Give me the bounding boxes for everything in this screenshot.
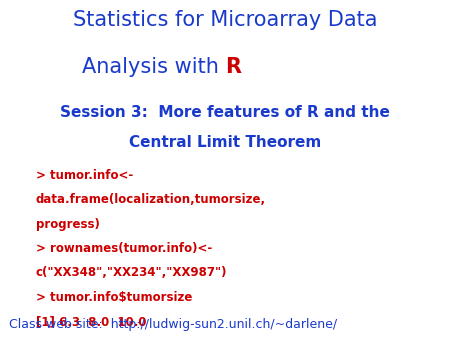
Text: [1] 6.3  8.0  10.0: [1] 6.3 8.0 10.0 [36, 315, 147, 328]
Text: Class web site:  http://ludwig-sun2.unil.ch/~darlene/: Class web site: http://ludwig-sun2.unil.… [9, 318, 337, 331]
Text: Analysis with: Analysis with [81, 57, 225, 77]
Text: data.frame(localization,tumorsize,: data.frame(localization,tumorsize, [36, 193, 266, 206]
Text: Statistics for Microarray Data: Statistics for Microarray Data [73, 10, 377, 30]
Text: > tumor.info$tumorsize: > tumor.info$tumorsize [36, 291, 193, 304]
Text: R: R [225, 57, 241, 77]
Text: > tumor.info<-: > tumor.info<- [36, 169, 133, 182]
Text: Session 3:  More features of R and the: Session 3: More features of R and the [60, 105, 390, 120]
Text: > rownames(tumor.info)<-: > rownames(tumor.info)<- [36, 242, 212, 255]
Text: Central Limit Theorem: Central Limit Theorem [129, 135, 321, 150]
Text: progress): progress) [36, 218, 100, 231]
Text: c("XX348","XX234","XX987"): c("XX348","XX234","XX987") [36, 266, 228, 279]
